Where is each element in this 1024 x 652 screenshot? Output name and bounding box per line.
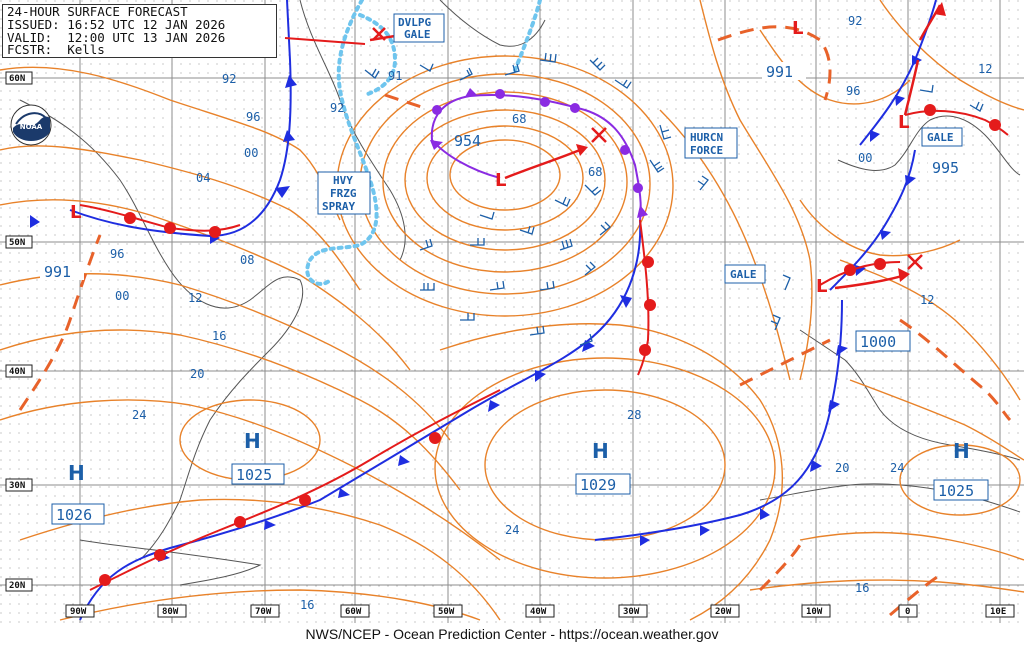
- lon-label: 0: [905, 607, 910, 617]
- warning-line: FRZG: [330, 187, 357, 200]
- low-symbol: L: [495, 170, 506, 191]
- lat-label: 30N: [9, 481, 25, 491]
- warning-line: HVY: [333, 174, 353, 187]
- isobar-label: 12: [920, 293, 934, 307]
- isobar-label: 00: [115, 289, 129, 303]
- low-pressure-value: 991: [44, 263, 71, 281]
- low-symbol: L: [70, 202, 81, 223]
- lon-label: 80W: [162, 607, 179, 617]
- high-symbol: H: [244, 429, 261, 453]
- high-pressure-value: 1029: [580, 476, 616, 494]
- warning-gale-east: GALE: [922, 128, 962, 146]
- isobar-label: 00: [244, 146, 258, 160]
- isobar-label: 20: [835, 461, 849, 475]
- high-pressure-value: 1026: [56, 506, 92, 524]
- footer-credit: NWS/NCEP - Ocean Prediction Center - htt…: [0, 623, 1024, 652]
- low-symbol: L: [792, 18, 803, 39]
- warning-gale-central: GALE: [725, 265, 765, 283]
- warning-line: FORCE: [690, 144, 723, 157]
- lon-label: 10E: [990, 607, 1006, 617]
- lon-label: 50W: [438, 607, 455, 617]
- low-symbol: L: [816, 276, 827, 297]
- low-pressure-value: 1000: [860, 333, 896, 351]
- high-symbol: H: [953, 439, 970, 463]
- warning-dvlpg-gale: DVLPG GALE: [394, 14, 444, 42]
- lat-label: 20N: [9, 581, 25, 591]
- isobar-label: 12: [188, 291, 202, 305]
- isobar-label: 16: [300, 598, 314, 612]
- isobar-label: 92: [222, 72, 236, 86]
- lon-label: 40W: [530, 607, 547, 617]
- isobar-label: 28: [627, 408, 641, 422]
- isobar-label: 92: [848, 14, 862, 28]
- forecast-info-box: 24-HOUR SURFACE FORECAST ISSUED: 16:52 UT…: [2, 4, 277, 58]
- isobar-label: 68: [512, 112, 526, 126]
- high-pressure-value: 1025: [938, 482, 974, 500]
- low-pressure-value: 991: [766, 63, 793, 81]
- isobar-label: 24: [890, 461, 904, 475]
- isobar-label: 16: [855, 581, 869, 595]
- warning-line: GALE: [927, 131, 954, 144]
- lon-label: 70W: [255, 607, 272, 617]
- isobar-label: 96: [846, 84, 860, 98]
- warning-line: HURCN: [690, 131, 723, 144]
- lon-label: 30W: [623, 607, 640, 617]
- forecaster: FCSTR: Kells: [7, 44, 272, 57]
- lat-label: 50N: [9, 238, 25, 248]
- low-pressure-value: 995: [932, 159, 959, 177]
- isobar-label: 08: [240, 253, 254, 267]
- noaa-logo-icon: NOAA: [10, 104, 52, 146]
- lat-label: 40N: [9, 367, 25, 377]
- lon-label: 90W: [70, 607, 87, 617]
- isobar-label: 91: [388, 69, 402, 83]
- low-pressure-value: 954: [454, 132, 481, 150]
- isobar-label: 24: [505, 523, 519, 537]
- high-pressure-value: 1025: [236, 466, 272, 484]
- isobar-label: 96: [246, 110, 260, 124]
- high-symbol: H: [592, 439, 609, 463]
- low-symbol: L: [898, 112, 909, 133]
- lon-label: 10W: [806, 607, 823, 617]
- isobar-label: 24: [132, 408, 146, 422]
- lon-label: 20W: [715, 607, 732, 617]
- lon-label: 60W: [345, 607, 362, 617]
- warning-line: GALE: [404, 28, 431, 41]
- isobar-label: 92: [330, 101, 344, 115]
- logo-text: NOAA: [20, 123, 43, 131]
- high-symbol: H: [68, 461, 85, 485]
- isobar-label: 12: [978, 62, 992, 76]
- isobar-label: 68: [588, 165, 602, 179]
- lat-label: 60N: [9, 74, 25, 84]
- isobar-label: 96: [110, 247, 124, 261]
- isobar-label: 16: [212, 329, 226, 343]
- warning-hurcn-force: HURCN FORCE: [685, 128, 737, 158]
- isobar-label: 04: [196, 171, 210, 185]
- isobar-label: 00: [858, 151, 872, 165]
- warning-hvy-frzg-spray: HVY FRZG SPRAY: [318, 172, 370, 214]
- warning-line: SPRAY: [322, 200, 355, 213]
- isobar-label: 20: [190, 367, 204, 381]
- warning-line: GALE: [730, 268, 757, 281]
